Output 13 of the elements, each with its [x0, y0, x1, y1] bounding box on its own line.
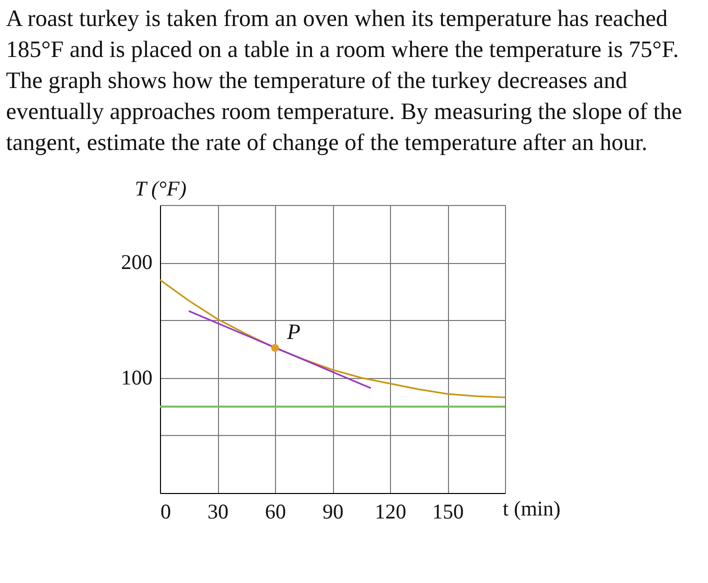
- y-axis-title: T (°F): [134, 176, 187, 200]
- x-tick-label: 60: [265, 500, 286, 524]
- x-tick-label: 120: [374, 500, 406, 524]
- line-series: [160, 279, 505, 398]
- x-tick-label: 150: [432, 500, 464, 524]
- y-tick-label: 100: [121, 365, 152, 390]
- y-tick-label: 200: [121, 250, 152, 274]
- chart-title: A roast turkey is taken from an oven when its temperature has reached 185°F and is placed on a table in a room where the temperature is 75°F. The graph shows how the temperature of the turkey decreases and eventually approaches room temperature. By measuring the slope of the tangent, estimate the rate of change of the temperature after an hour.: [5, 5, 684, 158]
- x-tick-label: 90: [322, 500, 344, 524]
- x-tick-label: 0: [160, 500, 171, 524]
- annotation: P: [286, 318, 300, 344]
- x-tick-label: 30: [208, 500, 228, 524]
- x-axis-title: t (min): [502, 496, 560, 520]
